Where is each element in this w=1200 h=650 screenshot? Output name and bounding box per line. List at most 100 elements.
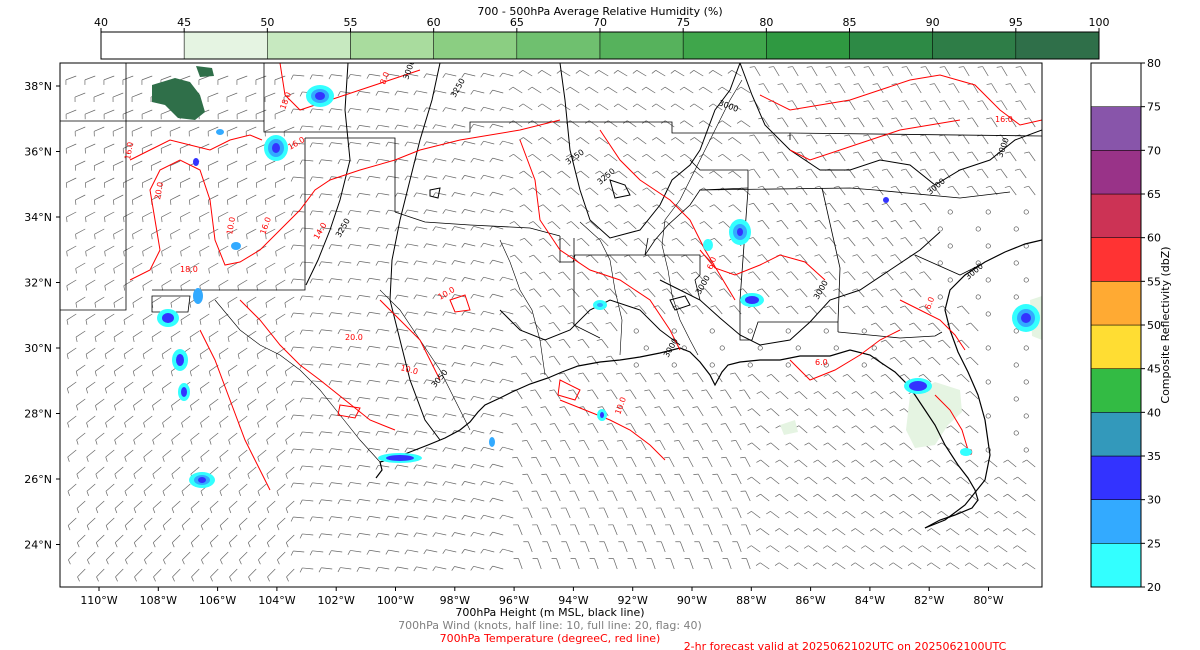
wind-barb xyxy=(736,120,751,128)
river-line xyxy=(499,239,546,376)
wind-barb xyxy=(299,295,314,301)
wind-barb xyxy=(141,109,153,120)
calm-wind-marker xyxy=(709,328,715,334)
wind-barb xyxy=(499,548,514,554)
reflectivity-tick-label: 35 xyxy=(1147,450,1161,463)
wind-barb xyxy=(843,271,856,281)
rh-patch xyxy=(780,420,798,435)
wind-barb xyxy=(862,305,875,315)
wind-barb xyxy=(920,100,932,111)
wind-barb xyxy=(480,276,495,282)
wind-barb xyxy=(423,209,438,215)
wind-barb xyxy=(75,228,86,240)
reflectivity-cell xyxy=(189,472,215,488)
wind-barb xyxy=(217,177,229,188)
wind-barb xyxy=(347,312,362,318)
wind-barb xyxy=(163,551,172,565)
wind-barb xyxy=(813,459,827,468)
wind-barb xyxy=(461,107,476,112)
wind-barb xyxy=(236,143,248,154)
wind-barb xyxy=(237,313,248,325)
calm-wind-marker xyxy=(643,345,649,351)
calm-wind-marker xyxy=(975,260,981,266)
wind-barb xyxy=(756,459,770,468)
wind-barb xyxy=(652,204,666,213)
wind-barb xyxy=(461,141,476,146)
wind-barb xyxy=(199,313,210,325)
wind-barb xyxy=(814,220,827,230)
wind-barb xyxy=(67,483,77,497)
wind-barb xyxy=(125,551,134,565)
wind-barb xyxy=(613,70,628,77)
wind-barb xyxy=(499,242,514,248)
wind-barb xyxy=(142,381,153,394)
wind-barb xyxy=(741,524,751,536)
wind-barb xyxy=(413,260,428,266)
wind-barb xyxy=(423,277,438,283)
wind-barb xyxy=(665,524,675,536)
coastline xyxy=(375,239,1042,529)
wind-barb xyxy=(880,408,894,417)
temperature-contour xyxy=(699,249,826,281)
wind-barb xyxy=(1002,528,1017,536)
wind-barb xyxy=(103,75,115,85)
wind-barb xyxy=(1014,168,1027,179)
wind-barb xyxy=(898,545,913,553)
wind-barb xyxy=(636,473,647,485)
reflectivity-cell xyxy=(593,300,607,310)
temperature-contour-label: 16.0 xyxy=(123,141,135,160)
reflectivity-colorbar-segment xyxy=(1090,237,1142,282)
wind-barb xyxy=(721,456,732,468)
wind-barb xyxy=(451,328,466,333)
wind-barb xyxy=(919,168,932,179)
wind-barb xyxy=(423,447,438,453)
longitude-label: 84°W xyxy=(855,594,885,607)
captions: 700hPa Height (m MSL, black line) 700hPa… xyxy=(398,606,1006,650)
rh-colorbar-ticks: 40 45 50 55 60 65 70 75 80 85 90 95 100 xyxy=(94,16,1110,32)
wind-barb xyxy=(65,143,77,154)
wind-barb xyxy=(257,449,267,462)
wind-barb xyxy=(541,473,552,485)
wind-barb xyxy=(768,134,780,145)
wind-barb xyxy=(480,242,495,248)
wind-barb xyxy=(442,209,457,214)
wind-barb xyxy=(655,473,666,485)
wind-barb xyxy=(210,568,219,582)
wind-barb xyxy=(623,221,637,230)
wind-barb xyxy=(632,70,647,77)
wind-barb xyxy=(1003,459,1017,468)
wind-barb xyxy=(96,568,105,582)
wind-barb xyxy=(680,187,694,196)
wind-barb xyxy=(489,157,504,163)
wind-barb xyxy=(996,66,1008,77)
wind-barb xyxy=(793,562,808,570)
wind-barb xyxy=(123,211,134,223)
wind-barb xyxy=(748,271,761,281)
wind-barb xyxy=(219,415,229,428)
wind-barb xyxy=(663,423,675,434)
longitude-label: 110°W xyxy=(80,594,117,607)
wind-barb xyxy=(451,566,466,571)
wind-barb xyxy=(309,550,324,556)
wind-barb xyxy=(290,380,305,386)
wind-barb xyxy=(489,463,504,469)
wind-barb xyxy=(337,499,352,505)
wind-barb xyxy=(870,493,884,502)
reflectivity-cell xyxy=(703,239,713,251)
wind-barb xyxy=(375,464,390,470)
mississippi-river xyxy=(661,79,743,356)
wind-barb xyxy=(558,338,571,349)
wind-barb xyxy=(356,499,371,504)
wind-barb xyxy=(189,364,200,377)
wind-barb xyxy=(207,160,219,171)
wind-barb xyxy=(413,90,428,96)
wind-barb xyxy=(217,143,229,154)
wind-barb xyxy=(113,330,124,343)
reflectivity-cell xyxy=(1012,304,1040,332)
longitude-label: 92°W xyxy=(618,594,648,607)
wind-barb xyxy=(162,449,172,462)
wind-barb xyxy=(746,545,761,553)
wind-barb xyxy=(580,541,590,553)
wind-barb xyxy=(65,177,77,188)
wind-barb xyxy=(529,355,542,366)
